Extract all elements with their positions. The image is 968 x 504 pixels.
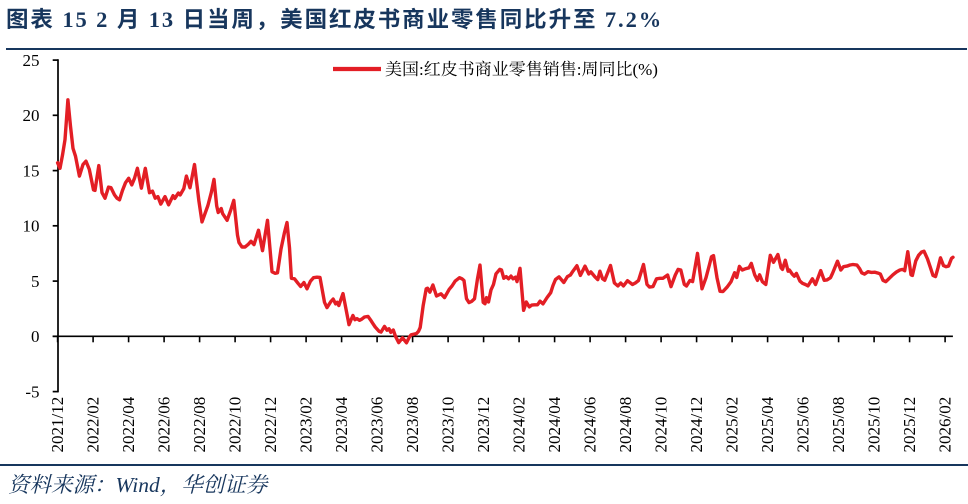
svg-text:2022/04: 2022/04 xyxy=(119,396,138,452)
svg-text:2024/10: 2024/10 xyxy=(652,397,671,453)
svg-text:2022/06: 2022/06 xyxy=(155,397,174,453)
svg-text:2023/12: 2023/12 xyxy=(474,397,493,453)
svg-text:10: 10 xyxy=(23,217,40,236)
svg-text:2025/02: 2025/02 xyxy=(723,397,742,453)
svg-text:2023/08: 2023/08 xyxy=(403,397,422,453)
svg-text:5: 5 xyxy=(31,272,40,291)
svg-text:2024/12: 2024/12 xyxy=(687,397,706,453)
svg-text:2025/08: 2025/08 xyxy=(829,397,848,453)
svg-text:2022/12: 2022/12 xyxy=(261,397,280,453)
svg-text:2023/04: 2023/04 xyxy=(332,396,351,452)
svg-text:0: 0 xyxy=(31,327,40,346)
svg-text:2021/12: 2021/12 xyxy=(48,397,67,453)
svg-text:2025/10: 2025/10 xyxy=(865,397,884,453)
svg-text:美国:红皮书商业零售销售:周同比(%): 美国:红皮书商业零售销售:周同比(%) xyxy=(385,60,658,79)
svg-text:2024/06: 2024/06 xyxy=(581,397,600,453)
svg-text:2026/02: 2026/02 xyxy=(936,397,955,453)
svg-text:2024/04: 2024/04 xyxy=(545,396,564,452)
svg-text:-5: -5 xyxy=(25,382,39,401)
svg-text:2025/06: 2025/06 xyxy=(794,397,813,453)
svg-text:15: 15 xyxy=(23,161,40,180)
svg-text:2022/10: 2022/10 xyxy=(226,397,245,453)
svg-text:20: 20 xyxy=(23,106,40,125)
svg-text:2025/04: 2025/04 xyxy=(758,396,777,452)
svg-text:2022/02: 2022/02 xyxy=(84,397,103,453)
svg-text:2023/06: 2023/06 xyxy=(368,397,387,453)
svg-text:2024/08: 2024/08 xyxy=(616,397,635,453)
svg-text:2025/12: 2025/12 xyxy=(900,397,919,453)
svg-text:2023/02: 2023/02 xyxy=(297,397,316,453)
svg-text:2024/02: 2024/02 xyxy=(510,397,529,453)
svg-text:25: 25 xyxy=(23,51,40,70)
svg-text:2022/08: 2022/08 xyxy=(190,397,209,453)
svg-text:2023/10: 2023/10 xyxy=(439,397,458,453)
